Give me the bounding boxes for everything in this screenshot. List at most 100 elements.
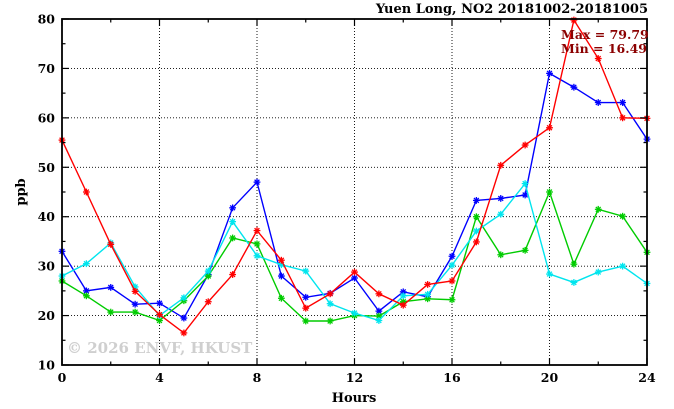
data-point-marker [229, 218, 237, 226]
y-tick-label: 30 [38, 259, 56, 274]
data-point-marker [424, 290, 432, 298]
data-point-marker [521, 246, 529, 254]
data-point-marker [546, 69, 553, 77]
data-point-marker [570, 83, 578, 91]
y-tick-label: 70 [38, 61, 56, 76]
data-point-marker [107, 240, 115, 248]
data-point-marker [326, 317, 334, 325]
data-point-marker [497, 161, 505, 169]
y-tick-label: 80 [38, 12, 56, 27]
data-point-marker [546, 124, 553, 132]
data-point-marker [546, 270, 553, 278]
data-point-marker [521, 141, 529, 149]
data-point-marker [619, 99, 627, 106]
data-point-marker [399, 292, 407, 300]
data-point-marker [131, 300, 139, 308]
data-point-marker [619, 262, 627, 270]
data-point-marker [375, 312, 383, 320]
x-tick-label: 12 [346, 370, 363, 385]
y-tick-label: 20 [38, 308, 56, 323]
data-point-marker [472, 213, 480, 221]
data-point-marker [131, 287, 139, 295]
series-red [58, 16, 651, 337]
data-point-marker [497, 210, 505, 218]
data-point-marker [253, 178, 261, 186]
data-point-marker [302, 317, 310, 325]
axis-ticks [61, 18, 648, 366]
data-point-marker [302, 293, 310, 301]
data-point-marker [302, 304, 310, 312]
x-axis-label: Hours [332, 391, 377, 406]
data-point-marker [107, 283, 115, 291]
data-point-marker [204, 298, 212, 306]
data-point-marker [326, 300, 334, 308]
data-point-marker [107, 308, 115, 316]
gridlines [62, 19, 647, 365]
y-tick-label: 60 [38, 110, 56, 125]
data-point-marker [594, 268, 602, 276]
data-point-marker [497, 195, 505, 202]
data-point-marker [570, 16, 578, 24]
x-tick-label: 16 [443, 370, 461, 385]
y-tick-label: 10 [38, 358, 56, 373]
data-point-marker [570, 279, 578, 286]
data-point-marker [82, 292, 90, 300]
data-point-marker [521, 180, 529, 187]
series-blue [58, 69, 651, 322]
data-point-marker [472, 227, 480, 235]
data-point-marker [253, 240, 261, 248]
data-point-marker [351, 274, 358, 282]
data-point-marker [521, 191, 529, 199]
data-point-marker [399, 301, 407, 309]
data-point-marker [472, 238, 480, 246]
data-point-marker [229, 234, 237, 242]
data-point-marker [594, 99, 602, 106]
data-point-marker [229, 271, 237, 278]
data-point-marker [424, 295, 432, 303]
data-point-marker [180, 329, 188, 337]
y-tick-label: 50 [38, 160, 56, 175]
data-point-marker [302, 267, 310, 275]
data-point-marker [448, 296, 456, 304]
data-point-marker [448, 252, 456, 260]
data-point-marker [570, 260, 578, 268]
data-point-marker [253, 252, 261, 260]
data-point-marker [424, 281, 432, 288]
data-point-marker [619, 114, 627, 122]
min-annotation: Min = 16.49 [561, 41, 647, 56]
data-point-marker [180, 314, 188, 322]
data-point-marker [204, 272, 212, 280]
data-point-marker [472, 197, 480, 204]
max-annotation: Max = 79.79 [561, 27, 649, 42]
data-point-marker [546, 188, 553, 196]
data-point-marker [594, 205, 602, 213]
data-point-marker [82, 260, 90, 268]
data-point-marker [375, 317, 383, 324]
data-point-marker [277, 256, 285, 264]
copyright-watermark: © 2026 ENVF, HKUST [67, 339, 253, 357]
x-tick-label: 20 [541, 370, 559, 385]
axis-tick-labels: 10 20 30 40 50 60 70 80 0 4 8 12 16 20 24 [38, 12, 656, 386]
x-tick-label: 0 [58, 370, 67, 385]
data-point-marker [156, 311, 163, 318]
data-point-marker [229, 204, 237, 212]
x-tick-label: 8 [253, 370, 262, 385]
x-tick-label: 4 [155, 370, 164, 385]
data-point-marker [448, 261, 456, 269]
data-point-marker [180, 294, 188, 302]
data-series [58, 16, 651, 337]
data-point-marker [277, 272, 285, 280]
data-point-marker [326, 290, 334, 298]
data-point-marker [497, 251, 505, 259]
data-point-marker [204, 267, 212, 275]
data-point-marker [253, 227, 261, 234]
data-point-marker [277, 294, 285, 302]
data-point-marker [82, 188, 90, 196]
data-point-marker [131, 308, 139, 316]
x-tick-label: 24 [638, 370, 656, 385]
data-point-marker [351, 309, 358, 317]
data-point-marker [594, 55, 602, 62]
y-axis-label: ppb [14, 178, 29, 205]
data-point-marker [448, 277, 456, 285]
